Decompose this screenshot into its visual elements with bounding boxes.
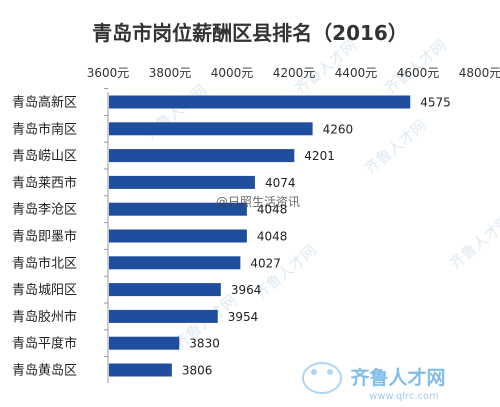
category-label: 青岛黄岛区 — [12, 363, 77, 379]
bar — [109, 229, 247, 243]
category-label: 青岛市南区 — [12, 121, 77, 137]
category-label: 青岛李沧区 — [12, 202, 77, 218]
x-tick-label: 4800元 — [459, 66, 500, 80]
category-label: 青岛平度市 — [12, 336, 77, 352]
value-label: 4575 — [420, 96, 451, 110]
site-url-text: www.qlrc.com — [369, 391, 439, 402]
bar — [109, 363, 172, 377]
value-label: 4201 — [304, 149, 335, 163]
bars — [109, 95, 411, 377]
bar — [109, 175, 255, 189]
repeated-watermark: 齐鲁人才网 — [361, 116, 430, 178]
site-logo-text: 齐鲁人才网 — [350, 366, 445, 389]
category-labels: 青岛高新区青岛市南区青岛崂山区青岛莱西市青岛李沧区青岛即墨市青岛市北区青岛城阳区… — [12, 88, 108, 379]
bar — [109, 256, 241, 270]
x-tick-label: 3800元 — [149, 66, 192, 80]
x-tick-labels: 3600元 3800元 4000元 4200元 4400元 4600元 4800元 — [87, 66, 500, 80]
frog-eye-icon — [327, 369, 333, 375]
value-label: 4027 — [250, 256, 281, 270]
x-tick-label: 3600元 — [87, 66, 130, 80]
x-tick-label: 4200元 — [273, 66, 316, 80]
bar — [109, 122, 313, 136]
value-label: 3830 — [189, 337, 220, 351]
category-label: 青岛崂山区 — [12, 148, 77, 164]
value-label: 4048 — [257, 203, 288, 217]
weibo-watermark: @日照生活资讯 — [216, 195, 300, 209]
qlrc-logo: 齐鲁人才网 www.qlrc.com — [302, 362, 446, 402]
x-tick-label: 4400元 — [335, 66, 378, 80]
value-labels: 4575 4260 4201 4074 4048 4048 4027 3964 3954 3830… — [182, 96, 451, 378]
frog-logo-icon — [302, 362, 342, 394]
bar — [109, 283, 221, 297]
chart-title: 青岛市岗位薪酬区县排名（2016） — [92, 21, 408, 45]
value-label: 4074 — [265, 176, 296, 190]
bar — [109, 336, 180, 350]
category-label: 青岛高新区 — [12, 95, 77, 111]
value-label: 4260 — [323, 122, 354, 136]
value-label: 3806 — [182, 364, 213, 378]
repeated-watermark: 齐鲁人才网 — [446, 211, 500, 273]
x-tick-label: 4000元 — [211, 66, 254, 80]
bar — [109, 309, 218, 323]
x-tick-label: 4600元 — [397, 66, 440, 80]
value-label: 3964 — [231, 283, 262, 297]
category-label: 青岛城阳区 — [12, 282, 77, 298]
bar — [109, 95, 411, 109]
watermark-layer: 齐鲁人才网齐鲁人才网齐鲁人才网齐鲁人才网齐鲁人才网齐鲁人才网齐鲁人才网 — [141, 36, 500, 353]
category-label: 青岛市北区 — [12, 255, 77, 271]
category-label: 青岛胶州市 — [12, 309, 77, 325]
bar — [109, 149, 295, 163]
bar — [109, 202, 247, 216]
category-label: 青岛莱西市 — [12, 175, 77, 191]
category-label: 青岛即墨市 — [12, 229, 77, 245]
value-label: 3954 — [228, 310, 259, 324]
value-label: 4048 — [257, 230, 288, 244]
watermark-overlay: @日照生活资讯 齐鲁人才网 www.qlrc.com — [216, 195, 446, 402]
frog-eye-icon — [311, 369, 317, 375]
